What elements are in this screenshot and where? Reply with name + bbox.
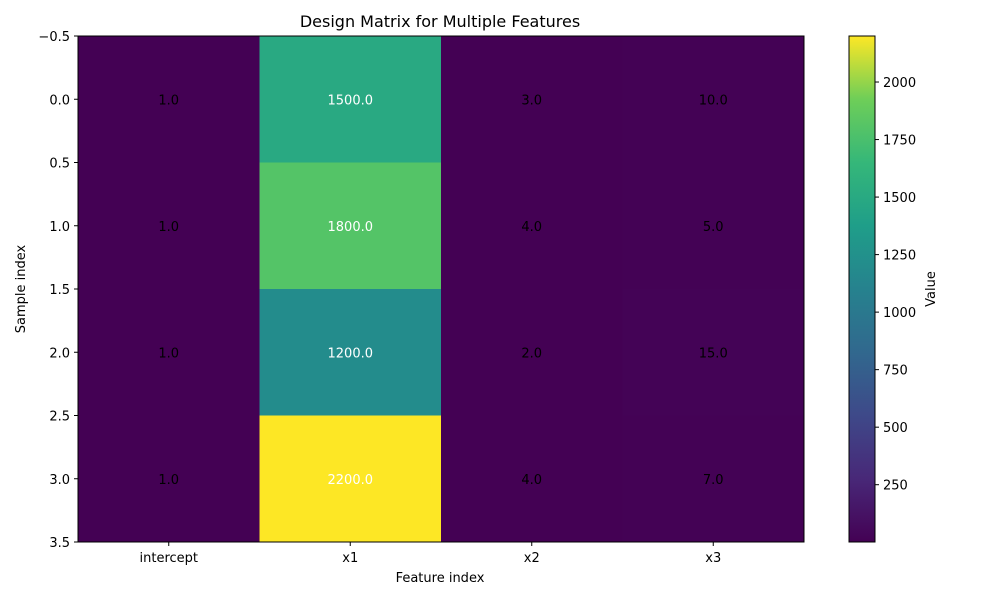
heatmap-cell-r3-c1: [259, 415, 442, 543]
heatmap-cell-r2-c1: [259, 289, 442, 416]
x-axis-label: Feature index: [396, 571, 485, 586]
heatmap-cell-r2-c2: [441, 289, 623, 416]
y-axis-label: Sample index: [14, 244, 29, 333]
heatmap-cell-r0-c3: [622, 36, 805, 163]
y-axis-ticks: −0.5 0.0 0.5 1.0 1.5 2.0 2.5 3.0 3.5: [38, 30, 78, 551]
heatmap-cell-r1-c3: [622, 162, 805, 290]
heatmap-cell-r1-c0: [78, 162, 260, 290]
y-tick-label: −0.5: [38, 30, 70, 45]
cell-label-r0-c3: 10.0: [699, 93, 728, 108]
heatmap-cell-r0-c1: [259, 36, 442, 163]
heatmap-cells: [78, 36, 805, 543]
cell-label-r3-c0: 1.0: [158, 473, 179, 488]
x-tick-label-x1: x1: [342, 551, 358, 566]
colorbar-tick-label: 500: [883, 421, 908, 436]
x-tick-label-x2: x2: [524, 551, 540, 566]
y-tick-label: 2.0: [49, 346, 70, 361]
cell-label-r1-c0: 1.0: [158, 220, 179, 235]
y-tick-label: 1.5: [49, 283, 70, 298]
y-tick-label: 3.0: [49, 473, 70, 488]
cell-label-r0-c2: 3.0: [521, 93, 542, 108]
chart-title: Design Matrix for Multiple Features: [300, 12, 580, 31]
cell-label-r2-c0: 1.0: [158, 346, 179, 361]
cell-label-r0-c0: 1.0: [158, 93, 179, 108]
heatmap-cell-r1-c2: [441, 162, 623, 290]
cell-label-r1-c3: 5.0: [703, 220, 724, 235]
x-tick-label-intercept: intercept: [140, 551, 199, 566]
cell-label-r2-c2: 2.0: [521, 346, 542, 361]
colorbar-label: Value: [924, 271, 939, 307]
heatmap-cell-r1-c1: [259, 162, 442, 290]
y-tick-label: 3.5: [49, 536, 70, 551]
heatmap-cell-r3-c0: [78, 415, 260, 543]
heatmap-cell-r2-c3: [622, 289, 805, 416]
cell-label-r2-c1: 1200.0: [328, 346, 374, 361]
colorbar-tick-label: 250: [883, 479, 908, 494]
colorbar-tick-label: 1000: [883, 306, 916, 321]
heatmap-cell-labels: 1.0 1500.0 3.0 10.0 1.0 1800.0 4.0 5.0 1.0 1200.0…: [158, 93, 727, 488]
cell-label-r1-c2: 4.0: [521, 220, 542, 235]
cell-label-r3-c1: 2200.0: [328, 473, 374, 488]
heatmap-cell-r0-c0: [78, 36, 260, 163]
x-tick-label-x3: x3: [705, 551, 721, 566]
y-tick-label: 0.0: [49, 93, 70, 108]
colorbar-tick-label: 750: [883, 364, 908, 379]
colorbar-tick-label: 1250: [883, 249, 916, 264]
colorbar: [848, 35, 876, 543]
heatmap-cell-r0-c2: [441, 36, 623, 163]
cell-label-r3-c2: 4.0: [521, 473, 542, 488]
y-tick-label: 2.5: [49, 410, 70, 425]
colorbar-tick-label: 1750: [883, 134, 916, 149]
y-tick-label: 0.5: [49, 157, 70, 172]
heatmap-cell-r3-c3: [622, 415, 805, 543]
heatmap-cell-r2-c0: [78, 289, 260, 416]
colorbar-tick-label: 1500: [883, 191, 916, 206]
cell-label-r3-c3: 7.0: [703, 473, 724, 488]
x-axis-ticks: intercept x1 x2 x3: [140, 542, 721, 566]
heatmap-cell-r3-c2: [441, 415, 623, 543]
y-tick-label: 1.0: [49, 220, 70, 235]
cell-label-r2-c3: 15.0: [699, 346, 728, 361]
colorbar-ticks: 250 500 750 1000 1250 1500 1750 2000: [875, 76, 916, 494]
cell-label-r1-c1: 1800.0: [328, 220, 374, 235]
cell-label-r0-c1: 1500.0: [328, 93, 374, 108]
colorbar-tick-label: 2000: [883, 76, 916, 91]
